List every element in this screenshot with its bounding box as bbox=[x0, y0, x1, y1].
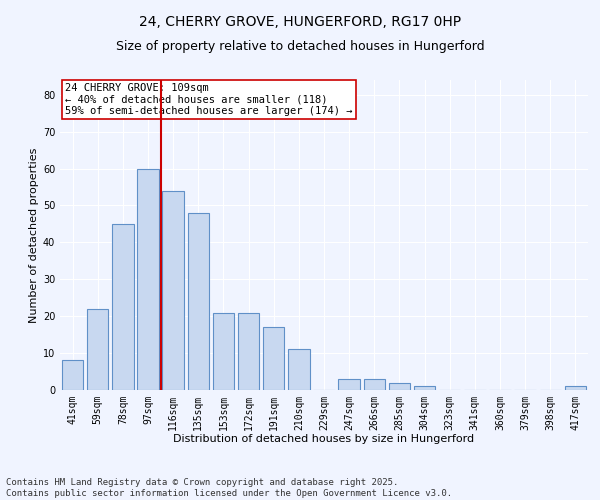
Bar bbox=[338, 379, 360, 390]
Bar bbox=[163, 190, 184, 390]
Text: 24 CHERRY GROVE: 109sqm
← 40% of detached houses are smaller (118)
59% of semi-d: 24 CHERRY GROVE: 109sqm ← 40% of detache… bbox=[65, 83, 353, 116]
Bar bbox=[238, 312, 259, 390]
Bar bbox=[263, 328, 284, 390]
Text: Contains HM Land Registry data © Crown copyright and database right 2025.
Contai: Contains HM Land Registry data © Crown c… bbox=[6, 478, 452, 498]
Bar bbox=[87, 309, 109, 390]
Text: 24, CHERRY GROVE, HUNGERFORD, RG17 0HP: 24, CHERRY GROVE, HUNGERFORD, RG17 0HP bbox=[139, 15, 461, 29]
Bar bbox=[112, 224, 134, 390]
Bar bbox=[364, 379, 385, 390]
Bar bbox=[565, 386, 586, 390]
Text: Size of property relative to detached houses in Hungerford: Size of property relative to detached ho… bbox=[116, 40, 484, 53]
Bar bbox=[288, 350, 310, 390]
X-axis label: Distribution of detached houses by size in Hungerford: Distribution of detached houses by size … bbox=[173, 434, 475, 444]
Bar bbox=[62, 360, 83, 390]
Bar bbox=[389, 382, 410, 390]
Bar bbox=[137, 168, 158, 390]
Bar bbox=[188, 213, 209, 390]
Bar bbox=[213, 312, 234, 390]
Bar bbox=[414, 386, 435, 390]
Y-axis label: Number of detached properties: Number of detached properties bbox=[29, 148, 38, 322]
